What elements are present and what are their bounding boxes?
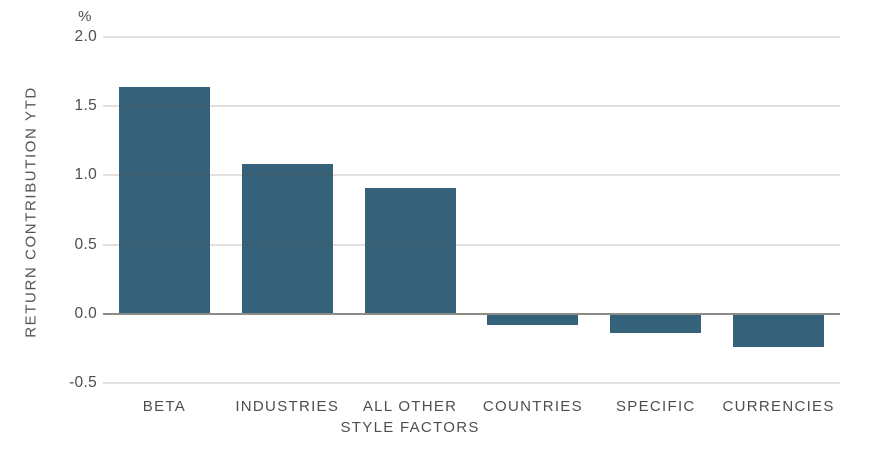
y-axis-unit-label: % (78, 8, 92, 25)
bar-beta (118, 86, 210, 314)
x-axis-label-countries: COUNTRIES (482, 398, 583, 415)
x-axis-label-specific: SPECIFIC (615, 398, 696, 415)
y-tick-label: 2.0 (74, 28, 97, 45)
gridline-1.0 (103, 174, 840, 177)
x-axis-label-currencies: CURRENCIES (722, 398, 835, 415)
y-tick-label: 1.0 (74, 166, 97, 184)
x-axis-label-industries: INDUSTRIES (235, 398, 340, 415)
bar-specific (610, 313, 702, 334)
bar-industries (241, 164, 333, 314)
gridline-1.5 (103, 105, 840, 108)
bar-countries (487, 313, 579, 325)
y-axis-title: RETURN CONTRIBUTION YTD (22, 86, 40, 338)
y-tick-label: 0.0 (74, 304, 97, 322)
zero-gridline (103, 312, 840, 315)
y-tick-label: 0.5 (74, 235, 97, 253)
x-axis-label-all-other-style-factors: ALL OTHER STYLE FACTORS (340, 398, 480, 436)
gridline-2.0 (103, 36, 840, 38)
gridline-0.5 (103, 243, 840, 246)
bar-currencies (733, 313, 825, 347)
x-axis-label-beta: BETA (142, 398, 187, 415)
y-tick-label: 1.5 (74, 97, 97, 115)
bar-all-other-style-factors (364, 187, 456, 314)
y-tick-label: -0.5 (69, 374, 97, 391)
gridline--0.5 (103, 382, 840, 384)
